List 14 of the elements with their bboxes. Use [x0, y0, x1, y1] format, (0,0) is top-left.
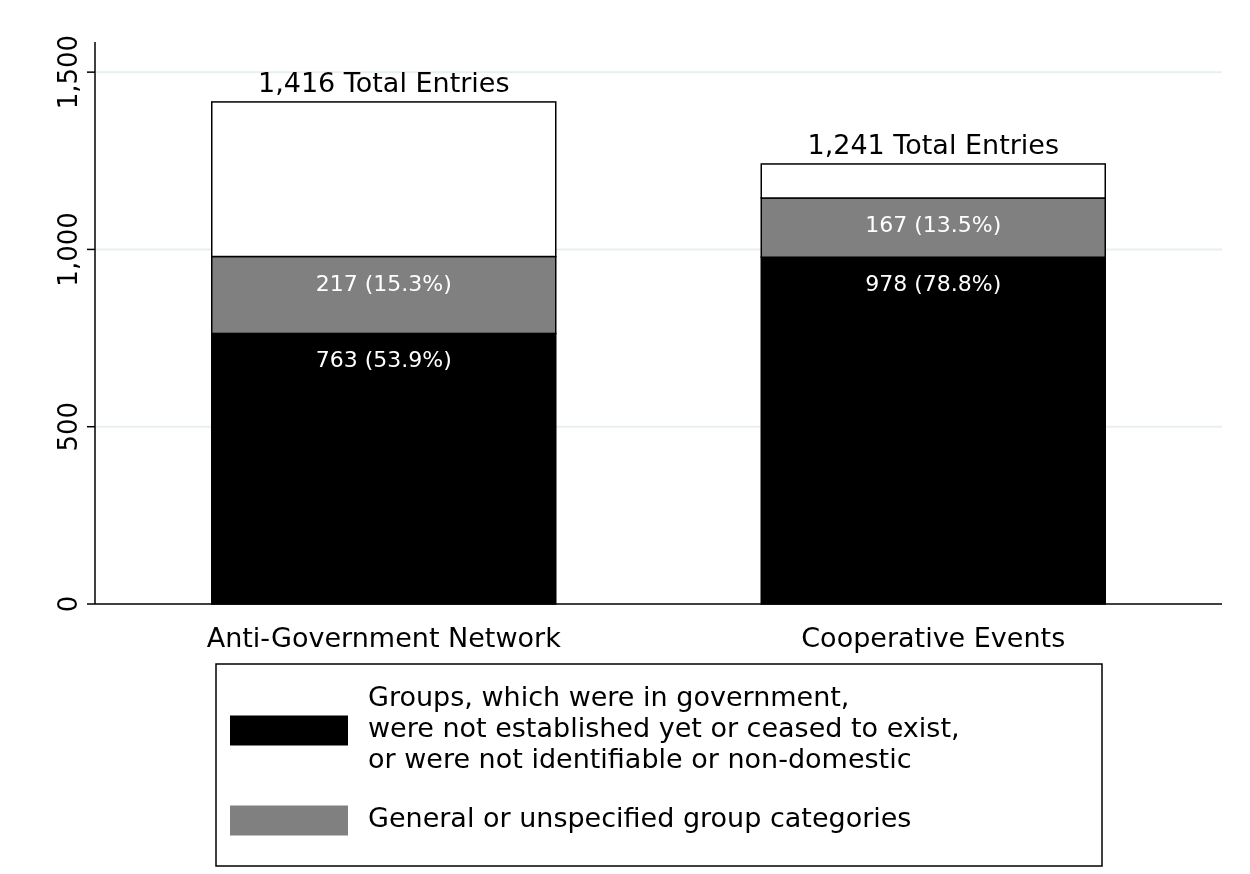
y-tick-label: 0	[53, 595, 83, 613]
y-tick-label: 500	[53, 401, 83, 452]
legend-label: Groups, which were in government, were not established yet or ceased to exist, or were not identifiable or non-domestic	[368, 681, 960, 774]
data-label: 978 (78.8%)	[865, 271, 1002, 297]
y-tick-label: 1,500	[53, 34, 83, 110]
y-tick-label: 1,000	[53, 212, 83, 287]
x-tick-label: Anti-Government Network	[206, 622, 562, 653]
x-tick-label: Cooperative Events	[801, 622, 1066, 653]
data-label: 763 (53.9%)	[315, 347, 452, 373]
total-label: 1,416 Total Entries	[257, 66, 510, 98]
data-label: 167 (13.5%)	[865, 212, 1002, 238]
legend-label: General or unspecified group categories	[368, 802, 912, 833]
data-label: 217 (15.3%)	[315, 270, 452, 296]
total-label: 1,241 Total Entries	[807, 128, 1060, 160]
